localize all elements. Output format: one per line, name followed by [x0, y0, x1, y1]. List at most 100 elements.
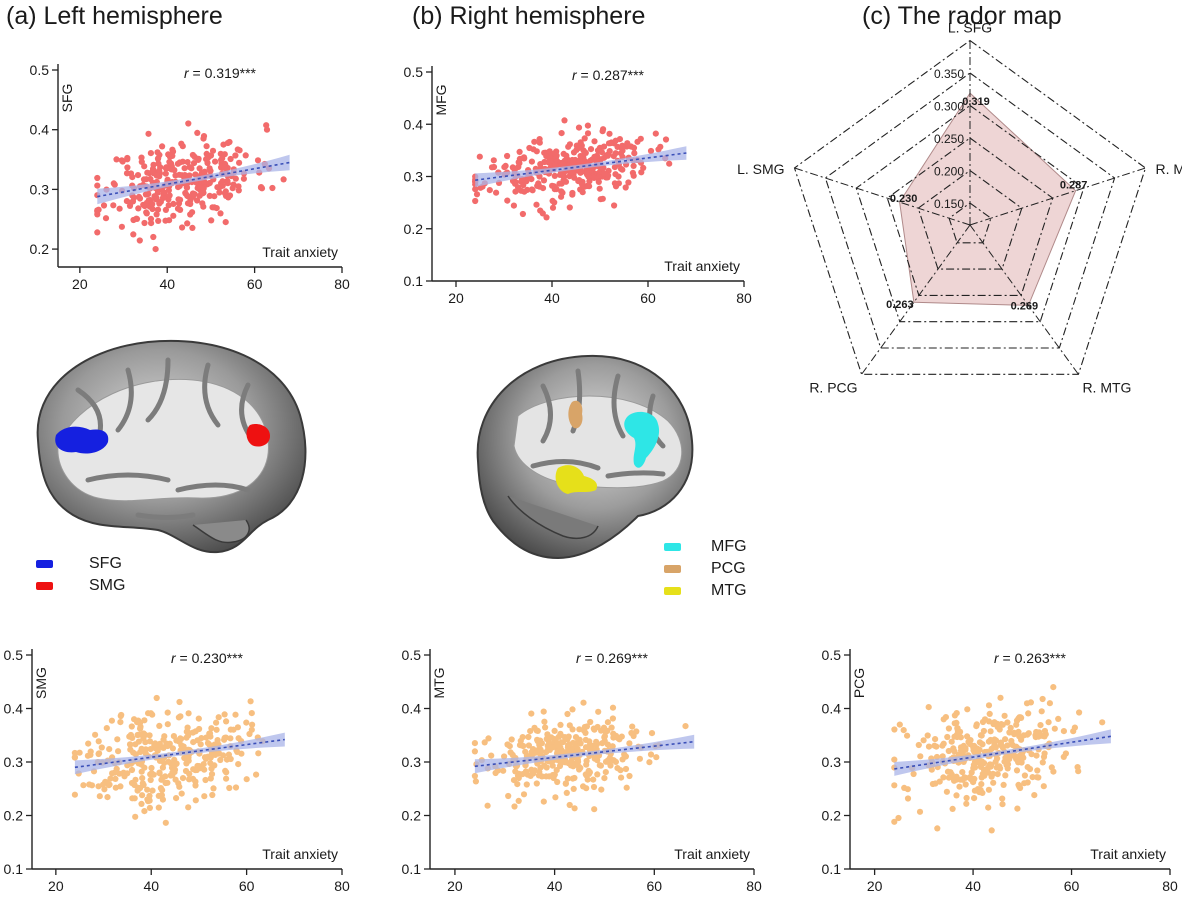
mtg-data-point [564, 710, 571, 718]
mfg-data-point [558, 130, 565, 137]
sfg-data-point [175, 196, 182, 203]
pcg-data-point [1039, 759, 1046, 766]
pcg-data-point [968, 769, 975, 776]
legend-swatch-sfg [36, 560, 53, 568]
sfg-data-point [229, 185, 236, 192]
smg-data-point [84, 752, 91, 759]
smg-data-point [148, 764, 155, 772]
sfg-data-point [161, 189, 168, 196]
smg-confidence-band [74, 732, 285, 775]
mfg-data-point [599, 128, 606, 135]
smg-data-point [85, 740, 92, 747]
mfg-data-point [516, 148, 523, 155]
sfg-data-point [242, 152, 249, 159]
sfg-annotation-r: r [184, 65, 190, 81]
sfg-data-point [222, 219, 229, 226]
smg-data-point [220, 752, 227, 759]
mfg-data-point [582, 158, 589, 165]
smg-data-point [147, 746, 154, 753]
sfg-data-point [152, 196, 159, 203]
smg-data-point [215, 714, 222, 721]
mtg-data-point [601, 734, 608, 741]
pcg-data-point [997, 739, 1004, 746]
sfg-data-point [155, 160, 162, 167]
mfg-data-point [596, 185, 603, 192]
pcg-data-point [891, 726, 898, 733]
mfg-scatter-plot: 20 40 60 80 0.1 0.2 0.3 0.4 0.5 MFG Trait anxiety r… [404, 64, 752, 306]
mtg-data-point [604, 719, 611, 726]
panel-c-title: (c) The rador map [862, 2, 1062, 30]
sfg-scatter-plot: 20 40 60 80 0.2 0.3 0.4 0.5 SFG Trait anxiety r = … [30, 62, 350, 292]
panel-a-title: (a) Left hemisphere [6, 2, 223, 30]
radar-axis-label: R. MTG [1082, 379, 1131, 395]
radar-chart: 0.150 0.200 0.250 0.300 0.350 0.319 0.287 0.269… [737, 20, 1182, 396]
mfg-annotation-r: r [572, 67, 578, 83]
smg-data-point [130, 749, 137, 756]
mtg-data-point [576, 726, 583, 733]
pcg-data-point [939, 753, 946, 760]
mtg-data-point [508, 736, 515, 743]
sfg-data-point [263, 126, 271, 133]
mtg-data-point [542, 724, 549, 731]
sfg-data-point [149, 205, 156, 213]
smg-data-point [146, 797, 153, 804]
mfg-data-point [591, 174, 598, 181]
pcg-data-point [991, 736, 998, 743]
smg-data-point [176, 783, 183, 790]
sfg-data-point [162, 217, 169, 224]
mtg-data-point [580, 699, 587, 706]
legend-item-sfg: SFG [36, 553, 125, 575]
sfg-data-point [150, 233, 157, 241]
sfg-data-point [206, 165, 213, 172]
sfg-data-point [176, 159, 183, 166]
sfg-data-point [240, 175, 247, 182]
sfg-data-point [179, 143, 186, 150]
sfg-data-point [110, 202, 117, 209]
pcg-data-point [994, 771, 1001, 778]
pcg-data-point [945, 747, 952, 755]
mtg-data-point [528, 749, 535, 756]
pcg-data-point [945, 725, 952, 732]
mtg-data-point [558, 739, 565, 746]
pcg-data-point [947, 769, 954, 776]
pcg-y-tick-label: 0.5 [822, 647, 842, 663]
mtg-data-point [595, 708, 602, 715]
mfg-data-point [591, 138, 598, 145]
mtg-data-point [633, 728, 640, 735]
smg-data-point [204, 753, 211, 760]
smg-data-point [109, 770, 116, 777]
smg-x-tick-label: 60 [239, 878, 255, 894]
mfg-y-tick-label: 0.5 [404, 64, 424, 80]
pcg-data-point [1027, 699, 1034, 706]
sfg-data-point [95, 206, 102, 213]
mtg-data-point [584, 776, 591, 783]
pcg-data-point [954, 725, 961, 732]
sfg-data-point [129, 198, 137, 205]
smg-data-point [98, 744, 105, 751]
sfg-data-point [134, 172, 142, 179]
sfg-data-point [153, 211, 160, 218]
pcg-data-point [985, 804, 992, 811]
mfg-data-point [584, 130, 592, 137]
smg-data-point [159, 796, 166, 803]
mfg-data-point [666, 160, 673, 167]
mfg-data-point [543, 214, 550, 221]
mtg-data-point [471, 740, 478, 747]
smg-data-point [149, 787, 156, 794]
pcg-data-point [1013, 767, 1021, 774]
pcg-data-point [1007, 752, 1015, 759]
sfg-data-point [113, 156, 120, 163]
sfg-data-point [185, 120, 192, 127]
sfg-data-point [129, 174, 136, 181]
sfg-data-point [135, 205, 142, 212]
mtg-y-tick-label: 0.3 [402, 754, 422, 770]
smg-y-tick-label: 0.2 [4, 808, 24, 824]
smg-data-point [183, 728, 190, 735]
smg-data-point [132, 741, 139, 748]
mtg-data-point [549, 762, 556, 769]
sfg-data-point [191, 153, 198, 160]
mtg-data-point [601, 775, 608, 782]
pcg-data-point [996, 763, 1003, 770]
sfg-x-tick-label: 40 [159, 276, 175, 292]
smg-data-point [147, 776, 154, 784]
